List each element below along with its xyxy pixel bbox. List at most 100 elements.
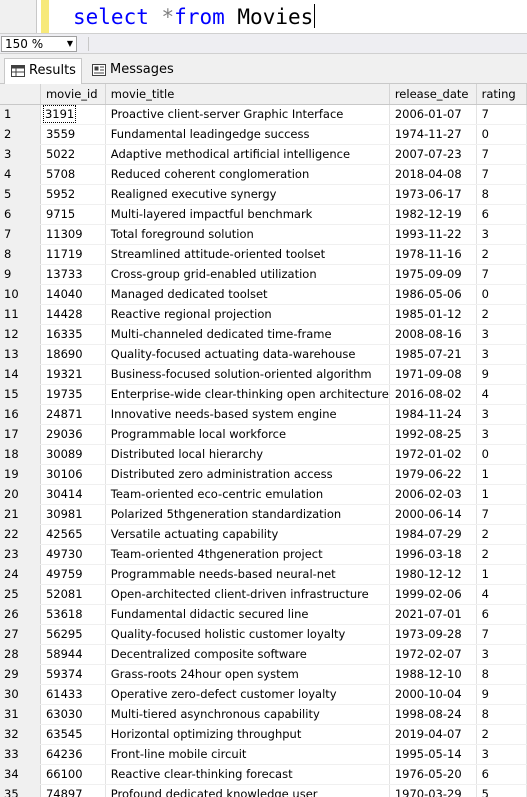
cell-release-date[interactable]: 2018-04-08 [389, 164, 477, 185]
table-row[interactable]: 3 5022 Adaptive methodical artificial inte… [0, 144, 527, 165]
cell-movie-id[interactable]: 24871 [40, 404, 106, 425]
table-row[interactable]: 11 14428 Reactive regional projection 1985-… [0, 304, 527, 325]
table-row[interactable]: 35 74897 Profound dedicated knowledge user… [0, 784, 527, 797]
cell-movie-title[interactable]: Versatile actuating capability [105, 524, 390, 545]
cell-rating[interactable]: 7 [476, 144, 527, 165]
cell-rating[interactable]: 5 [476, 784, 527, 797]
cell-release-date[interactable]: 1972-01-02 [389, 444, 477, 465]
cell-movie-id[interactable]: 64236 [40, 744, 106, 765]
cell-release-date[interactable]: 1993-11-22 [389, 224, 477, 245]
cell-movie-id[interactable]: 74897 [40, 784, 106, 797]
row-number[interactable]: 1 [0, 104, 41, 125]
cell-release-date[interactable]: 1995-05-14 [389, 744, 477, 765]
cell-movie-title[interactable]: Operative zero-defect customer loyalty [105, 684, 390, 705]
cell-rating[interactable]: 8 [476, 704, 527, 725]
cell-release-date[interactable]: 2006-01-07 [389, 104, 477, 125]
cell-release-date[interactable]: 1984-11-24 [389, 404, 477, 425]
cell-release-date[interactable]: 1992-08-25 [389, 424, 477, 445]
row-number[interactable]: 32 [0, 724, 41, 745]
cell-release-date[interactable]: 1972-02-07 [389, 644, 477, 665]
row-number[interactable]: 4 [0, 164, 41, 185]
cell-movie-title[interactable]: Front-line mobile circuit [105, 744, 390, 765]
cell-release-date[interactable]: 1999-02-06 [389, 584, 477, 605]
cell-rating[interactable]: 4 [476, 584, 527, 605]
cell-rating[interactable]: 6 [476, 204, 527, 225]
cell-movie-id[interactable]: 9715 [40, 204, 106, 225]
results-grid[interactable]: movie_id movie_title release_date rating… [0, 84, 527, 797]
cell-movie-id[interactable]: 5708 [40, 164, 106, 185]
cell-rating[interactable]: 7 [476, 264, 527, 285]
cell-movie-title[interactable]: Realigned executive synergy [105, 184, 390, 205]
cell-release-date[interactable]: 1982-12-19 [389, 204, 477, 225]
cell-rating[interactable]: 3 [476, 744, 527, 765]
column-header-movie-id[interactable]: movie_id [40, 84, 106, 105]
cell-release-date[interactable]: 2006-02-03 [389, 484, 477, 505]
cell-rating[interactable]: 8 [476, 184, 527, 205]
cell-release-date[interactable]: 2000-06-14 [389, 504, 477, 525]
row-number[interactable]: 35 [0, 784, 41, 797]
tab-messages[interactable]: Messages [86, 58, 178, 84]
table-row[interactable]: 23 49730 Team-oriented 4thgeneration proje… [0, 544, 527, 565]
cell-rating[interactable]: 2 [476, 524, 527, 545]
row-number[interactable]: 21 [0, 504, 41, 525]
cell-movie-title[interactable]: Streamlined attitude-oriented toolset [105, 244, 390, 265]
cell-rating[interactable]: 9 [476, 364, 527, 385]
table-row[interactable]: 28 58944 Decentralized composite software 1… [0, 644, 527, 665]
table-row[interactable]: 18 30089 Distributed local hierarchy 1972-0… [0, 444, 527, 465]
cell-rating[interactable]: 0 [476, 444, 527, 465]
cell-release-date[interactable]: 1996-03-18 [389, 544, 477, 565]
cell-movie-title[interactable]: Polarized 5thgeneration standardization [105, 504, 390, 525]
cell-release-date[interactable]: 1978-11-16 [389, 244, 477, 265]
cell-movie-id[interactable]: 14428 [40, 304, 106, 325]
table-row[interactable]: 8 11719 Streamlined attitude-oriented tool… [0, 244, 527, 265]
row-number[interactable]: 14 [0, 364, 41, 385]
row-number[interactable]: 34 [0, 764, 41, 785]
query-editor[interactable]: select *from Movies [0, 0, 527, 33]
cell-rating[interactable]: 6 [476, 604, 527, 625]
row-number[interactable]: 12 [0, 324, 41, 345]
cell-movie-title[interactable]: Grass-roots 24hour open system [105, 664, 390, 685]
table-row[interactable]: 14 19321 Business-focused solution-oriente… [0, 364, 527, 385]
cell-movie-title[interactable]: Open-architected client-driven infrastru… [105, 584, 390, 605]
cell-release-date[interactable]: 1973-06-17 [389, 184, 477, 205]
cell-movie-title[interactable]: Managed dedicated toolset [105, 284, 390, 305]
row-number[interactable]: 27 [0, 624, 41, 645]
cell-rating[interactable]: 1 [476, 464, 527, 485]
cell-movie-id[interactable]: 30089 [40, 444, 106, 465]
cell-movie-id[interactable]: 49759 [40, 564, 106, 585]
cell-release-date[interactable]: 1985-07-21 [389, 344, 477, 365]
cell-movie-id[interactable]: 30981 [40, 504, 106, 525]
cell-rating[interactable]: 7 [476, 104, 527, 125]
cell-rating[interactable]: 2 [476, 724, 527, 745]
row-number[interactable]: 18 [0, 444, 41, 465]
cell-rating[interactable]: 1 [476, 564, 527, 585]
cell-movie-id[interactable]: 59374 [40, 664, 106, 685]
cell-rating[interactable]: 3 [476, 224, 527, 245]
cell-rating[interactable]: 8 [476, 664, 527, 685]
table-row[interactable]: 5 5952 Realigned executive synergy 1973-06-… [0, 184, 527, 205]
query-text[interactable]: select *from Movies [73, 2, 316, 32]
table-row[interactable]: 17 29036 Programmable local workforce 1992-… [0, 424, 527, 445]
table-row[interactable]: 29 59374 Grass-roots 24hour open system 198… [0, 664, 527, 685]
cell-movie-id[interactable]: 63030 [40, 704, 106, 725]
row-number[interactable]: 33 [0, 744, 41, 765]
table-row[interactable]: 16 24871 Innovative needs-based system eng… [0, 404, 527, 425]
cell-movie-id[interactable]: 53618 [40, 604, 106, 625]
cell-movie-title[interactable]: Quality-focused actuating data-warehouse [105, 344, 390, 365]
table-row[interactable]: 31 63030 Multi-tiered asynchronous capabil… [0, 704, 527, 725]
cell-release-date[interactable]: 2007-07-23 [389, 144, 477, 165]
select-all-corner[interactable] [0, 84, 41, 105]
cell-movie-title[interactable]: Enterprise-wide clear-thinking open arch… [105, 384, 390, 405]
cell-rating[interactable]: 4 [476, 384, 527, 405]
table-row[interactable]: 7 11309 Total foreground solution 1993-11-2… [0, 224, 527, 245]
table-row[interactable]: 1 3191 Proactive client-server Graphic Int… [0, 104, 527, 125]
cell-rating[interactable]: 3 [476, 424, 527, 445]
table-row[interactable]: 9 13733 Cross-group grid-enabled utilizati… [0, 264, 527, 285]
cell-movie-title[interactable]: Cross-group grid-enabled utilization [105, 264, 390, 285]
cell-movie-title[interactable]: Proactive client-server Graphic Interfac… [105, 104, 390, 125]
row-number[interactable]: 11 [0, 304, 41, 325]
column-header-release-date[interactable]: release_date [389, 84, 477, 105]
cell-movie-id[interactable]: 30106 [40, 464, 106, 485]
cell-movie-title[interactable]: Adaptive methodical artificial intellige… [105, 144, 390, 165]
table-row[interactable]: 15 19735 Enterprise-wide clear-thinking op… [0, 384, 527, 405]
